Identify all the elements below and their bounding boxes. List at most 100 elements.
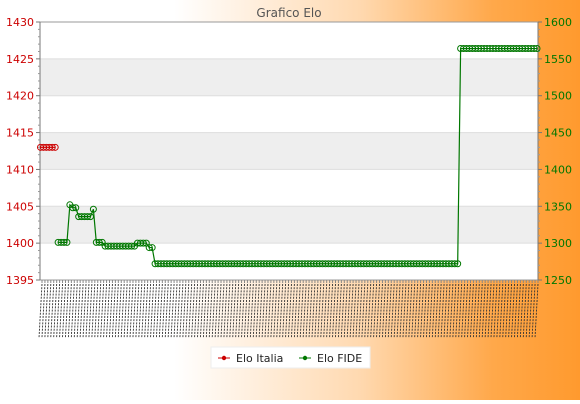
x-tick-label-mark [355,283,360,339]
x-tick-label-mark [129,283,134,339]
x-tick-label-mark [467,283,471,339]
x-tick-label-mark [214,283,219,339]
x-tick-label-mark [138,283,143,339]
left-tick-label: 1415 [6,127,34,140]
x-tick-label-mark [59,283,63,339]
right-tick-label: 1350 [544,200,572,213]
x-axis-ticks [38,280,539,339]
series-layer [37,45,541,268]
x-tick-label-mark [255,283,260,339]
x-tick-label-mark [352,283,357,339]
data-point [60,238,68,246]
x-tick-label-mark [117,283,122,339]
x-tick-label-mark [346,283,351,339]
x-tick-label-mark [191,283,196,339]
x-tick-label-mark [446,283,451,339]
x-tick-label-mark [223,283,228,339]
x-tick-label-mark [147,283,152,339]
x-tick-label-mark [70,283,75,339]
x-tick-label-mark [393,283,398,339]
x-tick-label-mark [62,283,66,339]
x-tick-label-mark [522,283,527,339]
x-tick-label-mark [267,283,272,339]
x-tick-label-mark [440,283,445,339]
x-tick-label-mark [320,283,325,339]
legend-label: Elo Italia [236,352,283,365]
x-tick-label-mark [126,283,131,339]
x-tick-label-mark [153,283,157,339]
x-tick-label-mark [437,283,442,339]
x-tick-label-mark [47,283,52,339]
x-tick-label-mark [381,283,386,339]
x-tick-label-mark [211,283,216,339]
x-tick-label-mark [144,283,149,339]
x-tick-label-mark [64,283,69,339]
x-tick-label-mark [376,283,380,339]
right-tick-label: 1300 [544,237,572,250]
x-tick-label-mark [461,283,466,339]
x-tick-label-mark [264,283,269,339]
data-point [454,260,462,268]
x-tick-label-mark [302,283,307,339]
x-tick-label-mark [229,283,234,339]
x-tick-label-mark [199,283,204,339]
x-tick-label-mark [528,283,533,339]
x-tick-label-mark [464,283,469,339]
x-tick-label-mark [370,283,375,339]
x-tick-label-mark [496,283,501,339]
x-tick-label-mark [519,283,524,339]
x-tick-label-mark [349,283,354,339]
data-point [139,239,147,247]
right-tick-label: 1550 [544,53,572,66]
x-tick-label-mark [79,283,84,339]
x-tick-label-mark [38,283,43,339]
x-tick-label-mark [226,283,231,339]
x-tick-label-mark [340,283,345,339]
x-tick-label-mark [329,283,334,339]
x-tick-label-mark [243,283,248,339]
x-tick-label-mark [217,283,222,339]
x-tick-label-mark [326,283,331,339]
x-tick-label-mark [475,283,480,339]
grid-band [40,58,538,96]
data-point [69,204,77,212]
data-point [72,204,80,212]
x-tick-label-mark [91,283,96,339]
data-point [530,45,538,53]
x-tick-label-mark [399,283,404,339]
x-tick-label-mark [220,283,225,339]
x-tick-label-mark [82,283,87,339]
x-tick-label-mark [452,283,457,339]
x-tick-label-mark [176,283,181,339]
x-tick-label-mark [41,283,46,339]
x-tick-label-mark [161,283,166,339]
x-tick-label-mark [402,283,407,339]
data-point [145,244,153,252]
data-point [533,45,541,53]
right-y-axis: 1250 1300 1350 1400 1450 1500 1550 1600 [537,16,572,287]
x-tick-label-mark [525,283,530,339]
x-tick-label-mark [235,283,240,339]
x-tick-label-mark [408,283,413,339]
series-line [58,47,537,265]
x-tick-label-mark [103,283,108,339]
x-tick-label-mark [185,283,190,339]
x-tick-label-mark [373,283,378,339]
x-tick-label-mark [493,283,498,339]
x-tick-label-mark [111,283,116,339]
x-tick-label-mark [317,283,322,339]
x-tick-label-mark [132,283,137,339]
grid-band [40,132,538,170]
x-tick-label-mark [502,283,507,339]
x-tick-label-mark [285,283,289,339]
x-tick-label-mark [425,283,430,339]
right-tick-label: 1600 [544,16,572,29]
x-tick-label-mark [305,283,310,339]
x-tick-label-mark [273,283,278,339]
x-tick-label-mark [478,283,483,339]
legend: Elo Italia Elo FIDE [210,346,371,369]
right-tick-label: 1500 [544,90,572,103]
x-tick-label-mark [290,283,295,339]
x-tick-label-mark [431,283,436,339]
